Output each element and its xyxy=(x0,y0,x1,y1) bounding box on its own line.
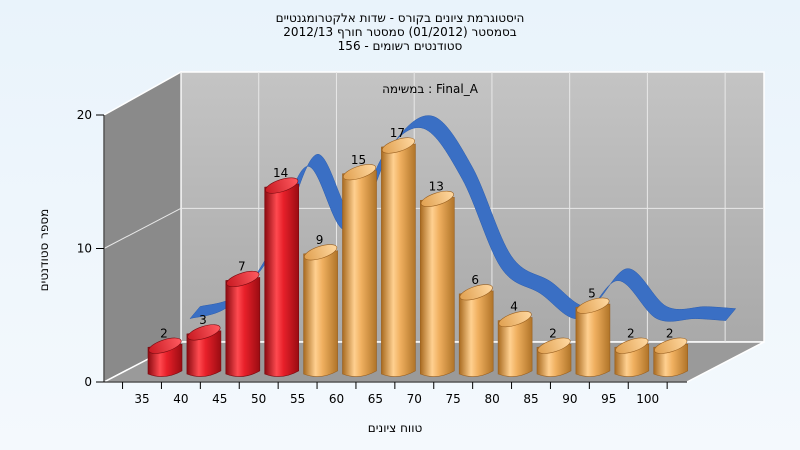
bar-75 xyxy=(458,284,494,377)
bar-body xyxy=(225,277,261,377)
bar-45 xyxy=(225,270,261,377)
bars-group xyxy=(147,137,689,377)
bar-cap xyxy=(265,177,299,194)
x-tick-label: 50 xyxy=(251,392,266,406)
y-tick-label: 0 xyxy=(84,375,92,389)
bar-cap xyxy=(187,324,221,341)
x-tick-label: 75 xyxy=(446,392,461,406)
x-tick-label: 35 xyxy=(134,392,149,406)
bar-cap xyxy=(342,164,377,181)
x-tick-label: 85 xyxy=(523,392,538,406)
bar-95 xyxy=(614,337,650,377)
value-label-55: 9 xyxy=(316,233,324,247)
bar-60 xyxy=(342,164,377,377)
y-tick-labels: 0 10 20 xyxy=(77,108,104,389)
bar-80 xyxy=(497,310,533,377)
x-tick-label: 45 xyxy=(212,392,227,406)
y-tick-label: 10 xyxy=(77,242,92,256)
value-label-90: 5 xyxy=(588,286,596,300)
bar-35 xyxy=(147,337,183,377)
bar-85 xyxy=(536,337,572,377)
chart-title-line-2: בסמסטר (01/2012) סמסטר חורף 2012/13 xyxy=(283,25,516,39)
x-tick-label: 55 xyxy=(290,392,305,406)
chart-title-line-1: היסטוגרמת ציונים בקורס - שדות אלקטרומגנט… xyxy=(276,11,525,25)
chart-title-line-3: 156 - סטודנטים רשומים xyxy=(338,39,463,53)
value-label-85: 2 xyxy=(549,326,557,340)
x-tick-labels: 35 40 45 50 55 60 65 70 75 80 85 90 95 100 xyxy=(122,382,668,406)
bar-body xyxy=(303,250,338,377)
y-axis-title: מספר סטודנטים xyxy=(37,209,51,292)
value-label-75: 6 xyxy=(471,273,479,287)
x-tick-label: 65 xyxy=(368,392,383,406)
x-axis-title: טווח ציונים xyxy=(368,421,423,435)
bar-cap xyxy=(304,244,338,261)
bar-cap xyxy=(576,297,610,314)
bar-50 xyxy=(264,177,300,377)
bar-body xyxy=(381,143,416,377)
bar-body xyxy=(420,197,455,377)
bar-100 xyxy=(653,337,689,377)
x-tick-label: 40 xyxy=(173,392,188,406)
bar-cap xyxy=(459,284,493,301)
bar-cap xyxy=(615,337,649,354)
bar-40 xyxy=(186,324,222,377)
value-labels: 2 3 7 14 9 15 17 13 6 4 2 5 2 2 xyxy=(160,126,673,340)
inner-task-label: במשימה : Final_A xyxy=(382,82,479,96)
bar-90 xyxy=(575,297,611,377)
y-tick-label: 20 xyxy=(77,108,92,122)
side-wall xyxy=(103,70,182,384)
x-tick-label: 90 xyxy=(562,392,577,406)
bar-cap xyxy=(226,270,260,288)
value-label-70: 13 xyxy=(429,179,444,193)
bar-body xyxy=(342,170,377,377)
bar-cap xyxy=(381,137,415,154)
bar-cap xyxy=(537,337,571,354)
grid-line-side xyxy=(103,207,182,249)
bar-cap xyxy=(654,337,688,354)
value-label-65: 17 xyxy=(390,126,405,140)
value-label-95: 2 xyxy=(627,326,635,340)
x-tick-label: 60 xyxy=(329,392,344,406)
bar-body xyxy=(186,330,222,377)
bar-body xyxy=(458,290,494,377)
bar-65 xyxy=(381,137,416,377)
bar-body xyxy=(575,303,611,377)
value-label-80: 4 xyxy=(510,300,518,314)
x-tick-label: 70 xyxy=(407,392,422,406)
bar-body xyxy=(497,317,533,377)
value-label-35: 2 xyxy=(160,326,168,340)
bar-cap xyxy=(420,190,454,207)
bar-cap xyxy=(498,310,532,328)
x-tick-label: 100 xyxy=(636,392,659,406)
x-tick-label: 95 xyxy=(601,392,616,406)
value-label-45: 7 xyxy=(238,260,246,274)
bar-body xyxy=(264,183,300,377)
bar-70 xyxy=(420,190,455,377)
bar-55 xyxy=(303,244,338,377)
x-tick-label: 80 xyxy=(484,392,499,406)
value-label-50: 14 xyxy=(273,166,288,180)
value-label-100: 2 xyxy=(666,326,674,340)
value-label-40: 3 xyxy=(199,313,207,327)
bar-cap xyxy=(148,337,182,354)
value-label-60: 15 xyxy=(351,153,366,167)
